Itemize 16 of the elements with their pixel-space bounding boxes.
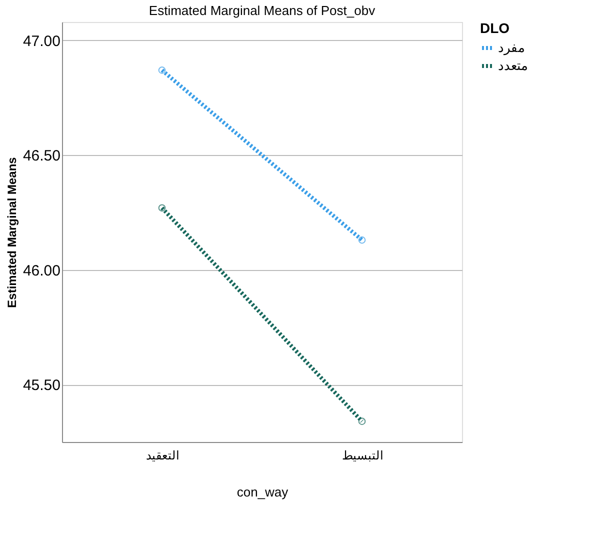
point [158, 204, 166, 212]
legend-label: متعدد [498, 58, 528, 73]
y-tick-label: 46.00 [22, 262, 60, 280]
x-tick-label: التعقيد [146, 448, 179, 462]
y-tick-label: 46.50 [22, 148, 60, 165]
x-tick-label: التبسيط [342, 448, 383, 462]
y-tick-label: 45.50 [22, 377, 60, 394]
point [358, 236, 366, 244]
chart-title: Estimated Marginal Means of Post_obv [148, 3, 376, 18]
legend-label: مفرد [498, 40, 525, 56]
point [358, 418, 366, 425]
y-axis-title: Estimated Marginal Means [4, 156, 19, 308]
x-axis-title: con_way [236, 484, 289, 500]
point [158, 66, 166, 74]
y-tick-label: 47.00 [22, 32, 60, 50]
legend-title: DLO [480, 20, 510, 36]
